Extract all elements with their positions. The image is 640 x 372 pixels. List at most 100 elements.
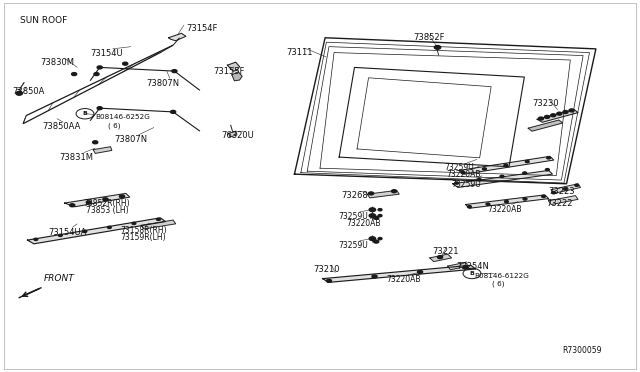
Polygon shape — [141, 220, 175, 229]
Circle shape — [369, 214, 376, 218]
Circle shape — [486, 203, 490, 205]
Text: 73254N: 73254N — [457, 262, 490, 270]
Polygon shape — [367, 190, 399, 198]
Circle shape — [123, 62, 128, 65]
Circle shape — [369, 192, 374, 195]
Text: 73220AB: 73220AB — [387, 275, 421, 284]
Polygon shape — [227, 62, 239, 71]
Polygon shape — [551, 184, 580, 193]
Circle shape — [97, 66, 102, 69]
Text: ( 6): ( 6) — [492, 280, 505, 287]
Text: 73159R(LH): 73159R(LH) — [121, 233, 166, 242]
Circle shape — [461, 171, 465, 174]
Circle shape — [525, 160, 529, 163]
Text: 73850AA: 73850AA — [42, 122, 81, 131]
Text: 73259U: 73259U — [452, 180, 481, 189]
Polygon shape — [232, 72, 242, 81]
Text: 73853 (LH): 73853 (LH) — [86, 206, 128, 215]
Text: 73220AB: 73220AB — [347, 219, 381, 228]
Circle shape — [372, 275, 377, 278]
Text: R7300059: R7300059 — [563, 346, 602, 355]
Polygon shape — [528, 120, 563, 131]
Polygon shape — [430, 254, 452, 262]
Circle shape — [523, 172, 527, 174]
Text: 73259U: 73259U — [338, 212, 367, 221]
Circle shape — [374, 217, 379, 219]
Circle shape — [477, 179, 481, 181]
Text: 73220AB: 73220AB — [447, 170, 481, 179]
Text: 73830M: 73830M — [40, 58, 74, 67]
Polygon shape — [466, 195, 548, 208]
Circle shape — [120, 195, 125, 198]
Circle shape — [16, 92, 22, 95]
Text: 73852F: 73852F — [413, 33, 445, 42]
Circle shape — [157, 218, 161, 221]
Circle shape — [93, 141, 98, 144]
Circle shape — [575, 184, 579, 186]
Circle shape — [171, 110, 175, 113]
Polygon shape — [323, 265, 476, 282]
Circle shape — [97, 107, 102, 110]
Circle shape — [172, 70, 177, 73]
Text: ( 6): ( 6) — [108, 122, 120, 129]
Circle shape — [545, 169, 549, 171]
Polygon shape — [453, 170, 552, 187]
Text: B08146-6252G: B08146-6252G — [95, 115, 150, 121]
Polygon shape — [448, 262, 468, 270]
Circle shape — [504, 201, 508, 203]
Circle shape — [369, 237, 376, 240]
Circle shape — [438, 256, 443, 259]
Text: 73852R(RH): 73852R(RH) — [84, 199, 131, 208]
Text: 73210: 73210 — [314, 265, 340, 274]
Polygon shape — [93, 147, 112, 153]
Circle shape — [538, 117, 543, 120]
Circle shape — [417, 270, 422, 273]
Circle shape — [326, 279, 332, 282]
Text: 73223: 73223 — [548, 187, 575, 196]
Polygon shape — [169, 33, 186, 41]
Polygon shape — [548, 196, 578, 205]
Text: 73111: 73111 — [287, 48, 314, 57]
Text: 76320U: 76320U — [221, 131, 254, 140]
Text: FRONT: FRONT — [44, 274, 75, 283]
Circle shape — [552, 192, 556, 194]
Polygon shape — [537, 110, 578, 122]
Circle shape — [550, 114, 556, 117]
Circle shape — [563, 110, 568, 113]
Circle shape — [83, 230, 87, 232]
Text: 73222: 73222 — [547, 199, 573, 208]
Circle shape — [557, 112, 562, 115]
Circle shape — [378, 237, 382, 240]
Text: B: B — [470, 271, 474, 276]
Circle shape — [34, 238, 38, 240]
Circle shape — [378, 209, 382, 211]
Text: 73807N: 73807N — [147, 78, 179, 87]
Text: 73154U: 73154U — [90, 49, 123, 58]
Circle shape — [455, 182, 459, 184]
Polygon shape — [65, 193, 130, 207]
Text: 73220AB: 73220AB — [487, 205, 522, 214]
Polygon shape — [228, 131, 237, 137]
Circle shape — [504, 164, 508, 166]
Text: 73831M: 73831M — [60, 153, 93, 162]
Text: SUN ROOF: SUN ROOF — [20, 16, 67, 25]
Circle shape — [378, 215, 382, 217]
Circle shape — [483, 168, 486, 170]
Text: 73221: 73221 — [433, 247, 459, 256]
Polygon shape — [460, 156, 554, 174]
Circle shape — [86, 201, 92, 204]
Circle shape — [103, 198, 108, 201]
Text: 73154UA: 73154UA — [49, 228, 87, 237]
Text: 73807N: 73807N — [115, 135, 147, 144]
Circle shape — [70, 204, 75, 207]
Polygon shape — [28, 218, 166, 244]
Circle shape — [569, 109, 574, 112]
Circle shape — [72, 73, 77, 76]
Circle shape — [500, 175, 504, 177]
Text: 73154F: 73154F — [186, 24, 217, 33]
Circle shape — [467, 206, 471, 208]
Circle shape — [374, 240, 379, 243]
Circle shape — [547, 157, 550, 159]
Circle shape — [563, 188, 567, 190]
Text: 73230: 73230 — [532, 99, 559, 108]
